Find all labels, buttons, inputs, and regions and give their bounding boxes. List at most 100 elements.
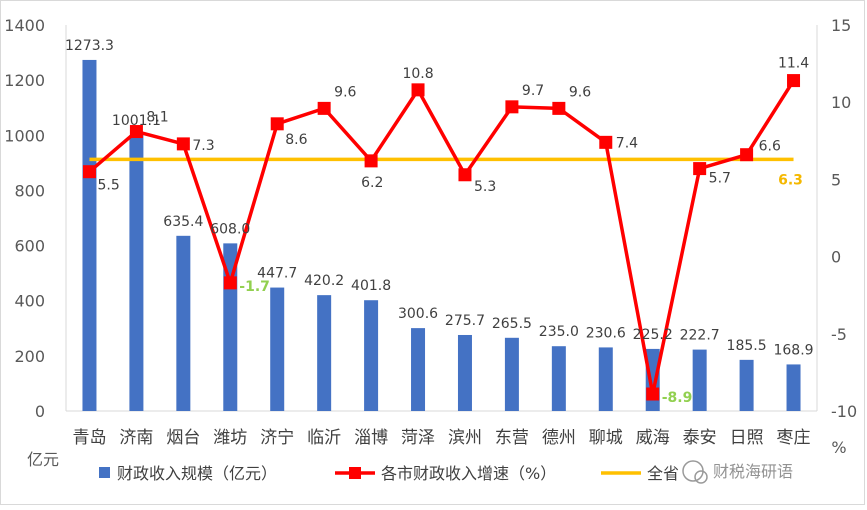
city-growth-point [693,162,707,176]
city-growth-point [740,148,754,162]
city-growth-label: 5.5 [97,178,119,194]
city-growth-label: 5.7 [709,171,731,187]
city-growth-point [364,154,378,168]
bar [739,359,754,411]
city-growth-label: 9.6 [334,84,356,100]
bar [786,364,801,411]
legend-swatch-city-marker [349,467,361,479]
city-growth-point [787,74,801,88]
bar-value-label: 265.5 [492,316,532,332]
bar [457,334,472,411]
city-growth-point [176,137,190,151]
x-tick-label: 济南 [119,428,153,448]
city-growth-label: 9.7 [522,83,544,99]
city-growth-point [505,100,519,114]
x-tick-label: 菏泽 [401,428,435,448]
bar [176,235,191,411]
x-tick-label: 德州 [542,428,576,448]
city-growth-label: 6.2 [361,175,383,191]
bar [598,347,613,411]
y-left-tick-label: 400 [14,292,45,311]
city-growth-point [270,117,284,131]
city-growth-line [88,79,796,396]
data-labels-group: 1273.3 1001.1 635.4 608.0 447.7 420.2 401.8 300… [65,38,814,406]
city-growth-label: 9.6 [569,84,591,100]
y-right-tick-label: -5 [831,325,847,344]
bar [364,300,379,411]
x-tick-label: 威海 [636,428,670,448]
city-growth-point [458,168,472,182]
x-tick-label: 淄博 [354,428,388,448]
y-left-tick-label: 1400 [4,16,45,35]
bar-value-label: 222.7 [680,328,720,344]
bar [82,59,97,412]
watermark-logo-dot-icon [694,470,708,484]
city-growth-point [82,165,96,179]
province-average-label: 6.3 [778,172,803,188]
legend: 财政收入规模（亿元） 各市财政收入增速（%） 全省 [99,464,679,483]
bar-value-label: 275.7 [445,313,485,329]
city-growth-point [646,387,660,401]
x-tick-label: 滨州 [448,428,482,448]
legend-swatch-bar [99,467,110,478]
bar-value-label: 608.0 [210,221,250,237]
city-growth-point [552,101,566,115]
city-growth-point [411,83,425,97]
bars-group [82,59,801,412]
city-growth-label: 5.3 [474,179,496,195]
bar-value-label: 185.5 [727,338,767,354]
lines-group [82,74,801,401]
x-tick-label: 泰安 [683,428,717,448]
watermark: 财税海研语 [682,460,793,484]
y-left-unit: 亿元 [27,450,59,469]
legend-label-province-line: 全省 [647,464,679,483]
bar-value-label: 420.2 [304,273,344,289]
bar-value-label: 235.0 [539,324,579,340]
x-tick-label: 烟台 [166,428,200,448]
bar-value-label: 447.7 [257,266,297,282]
city-growth-label: 11.4 [778,56,809,72]
watermark-text: 财税海研语 [713,462,793,481]
city-growth-label: 6.6 [759,139,781,155]
bar-value-label: 230.6 [586,325,626,341]
legend-label-city-line: 各市财政收入增速（%） [381,464,556,483]
y-right-tick-label: -10 [831,402,857,421]
bar-value-label: 225.2 [633,327,673,343]
x-tick-label: 聊城 [589,428,623,448]
city-growth-label: -8.9 [662,390,693,406]
y-left-tick-label: 1000 [4,126,45,145]
bar [411,328,426,411]
x-tick-label: 临沂 [307,428,341,448]
y-left-tick-label: 200 [14,347,45,366]
y-right-tick-label: 10 [831,93,851,112]
x-tick-label: 潍坊 [213,428,247,448]
bar [129,134,144,411]
x-tick-label: 东营 [495,428,529,448]
bar-value-label: 635.4 [163,214,203,230]
bar-value-label: 1273.3 [65,38,114,54]
bar-value-label: 300.6 [398,306,438,322]
bar-value-label: 168.9 [773,342,813,358]
y-left-tick-label: 800 [14,181,45,200]
city-growth-label: 10.8 [402,66,433,82]
y-left-tick-label: 600 [14,237,45,256]
y-right-tick-label: 15 [831,16,851,35]
y-right-tick-label: 5 [831,170,841,189]
y-right-tick-label: 0 [831,248,841,267]
city-growth-label: 8.6 [285,132,307,148]
bar [551,346,566,411]
legend-label-bar: 财政收入规模（亿元） [117,464,277,483]
city-growth-point [317,101,331,115]
bar [504,337,519,411]
axes-group: 0 200 400 600 800 1000 1200 1400 -10 -5 0 5 10 15 青岛 济南… [4,16,857,448]
bar [692,349,707,411]
city-growth-label: 7.4 [616,135,638,151]
x-tick-label: 枣庄 [777,428,811,448]
bar [270,287,285,411]
y-left-tick-label: 1200 [4,71,45,90]
city-growth-point [223,276,237,290]
x-tick-label: 济宁 [260,428,294,448]
city-growth-point [129,125,143,139]
